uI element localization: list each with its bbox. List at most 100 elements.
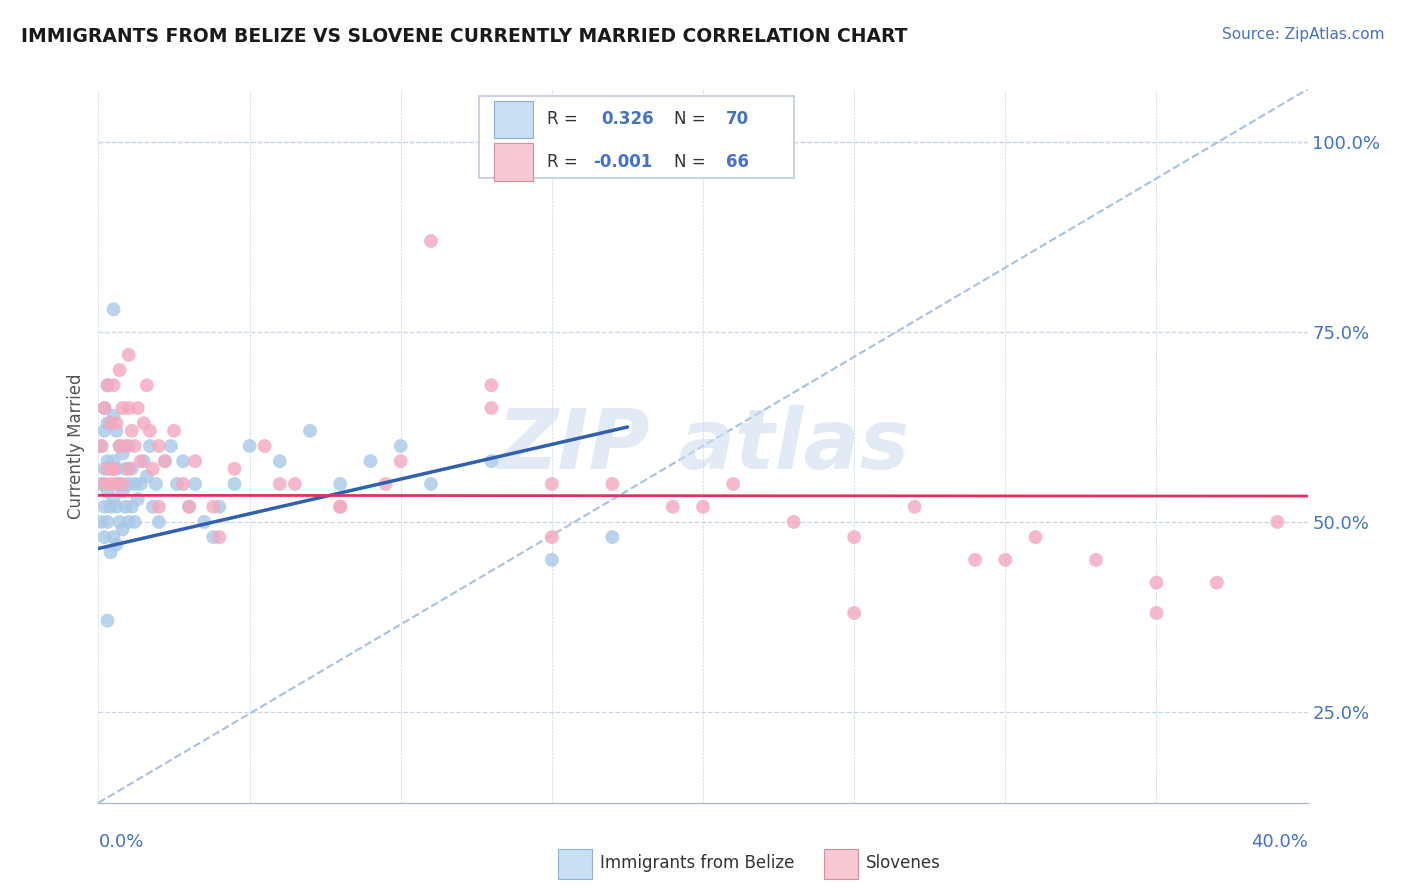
FancyBboxPatch shape bbox=[824, 849, 858, 880]
Point bbox=[844, 606, 866, 620]
Point bbox=[783, 515, 806, 529]
Point bbox=[118, 462, 141, 476]
Text: R =: R = bbox=[547, 111, 583, 128]
Point bbox=[127, 401, 149, 415]
Point bbox=[148, 500, 170, 514]
Point bbox=[1024, 530, 1046, 544]
Point bbox=[172, 454, 194, 468]
Point bbox=[118, 515, 141, 529]
Text: 0.326: 0.326 bbox=[602, 111, 654, 128]
Text: R =: R = bbox=[547, 153, 583, 171]
Point bbox=[90, 477, 112, 491]
Point bbox=[374, 477, 396, 491]
Point bbox=[100, 416, 122, 430]
Point bbox=[90, 515, 112, 529]
Point bbox=[481, 378, 503, 392]
Point bbox=[100, 477, 122, 491]
Point bbox=[163, 424, 186, 438]
Point bbox=[129, 454, 152, 468]
Point bbox=[692, 500, 714, 514]
Point bbox=[148, 515, 170, 529]
Point bbox=[114, 439, 136, 453]
Point bbox=[389, 439, 412, 453]
Point bbox=[184, 454, 207, 468]
Point bbox=[184, 477, 207, 491]
Point bbox=[121, 500, 143, 514]
Point bbox=[139, 424, 162, 438]
Point bbox=[111, 523, 134, 537]
Point bbox=[103, 530, 125, 544]
Point bbox=[111, 401, 134, 415]
Point bbox=[179, 500, 201, 514]
Point bbox=[121, 462, 143, 476]
Point bbox=[202, 500, 225, 514]
Point bbox=[100, 545, 122, 559]
Point bbox=[96, 515, 118, 529]
Point bbox=[90, 439, 112, 453]
Point bbox=[135, 378, 157, 392]
Point bbox=[166, 477, 188, 491]
Point bbox=[96, 416, 118, 430]
Point bbox=[329, 500, 352, 514]
Point bbox=[103, 454, 125, 468]
Point bbox=[105, 477, 128, 491]
Point bbox=[253, 439, 276, 453]
Point bbox=[142, 500, 165, 514]
Point bbox=[389, 454, 412, 468]
Text: Slovenes: Slovenes bbox=[866, 855, 941, 872]
Point bbox=[540, 477, 562, 491]
Point bbox=[124, 477, 146, 491]
Point bbox=[118, 348, 141, 362]
Point bbox=[114, 500, 136, 514]
Point bbox=[420, 234, 443, 248]
Point bbox=[103, 492, 125, 507]
Point bbox=[103, 378, 125, 392]
Point bbox=[224, 462, 246, 476]
Point bbox=[1144, 575, 1167, 590]
Point bbox=[93, 424, 115, 438]
Point bbox=[481, 454, 503, 468]
Point bbox=[202, 530, 225, 544]
Point bbox=[360, 454, 382, 468]
Point bbox=[108, 439, 131, 453]
Point bbox=[108, 515, 131, 529]
Point bbox=[108, 363, 131, 377]
Point bbox=[145, 477, 167, 491]
Point bbox=[100, 500, 122, 514]
Point bbox=[108, 477, 131, 491]
Point bbox=[124, 439, 146, 453]
Point bbox=[844, 530, 866, 544]
Text: 66: 66 bbox=[725, 153, 749, 171]
Point bbox=[420, 477, 443, 491]
Point bbox=[96, 614, 118, 628]
Point bbox=[124, 515, 146, 529]
Point bbox=[208, 530, 231, 544]
Point bbox=[105, 424, 128, 438]
Text: IMMIGRANTS FROM BELIZE VS SLOVENE CURRENTLY MARRIED CORRELATION CHART: IMMIGRANTS FROM BELIZE VS SLOVENE CURREN… bbox=[21, 27, 908, 45]
Point bbox=[96, 378, 118, 392]
Point bbox=[111, 447, 134, 461]
Point bbox=[299, 424, 322, 438]
Point bbox=[193, 515, 215, 529]
Point bbox=[132, 416, 155, 430]
Point bbox=[96, 378, 118, 392]
Point bbox=[723, 477, 745, 491]
Point bbox=[96, 484, 118, 499]
Y-axis label: Currently Married: Currently Married bbox=[67, 373, 86, 519]
Point bbox=[1144, 606, 1167, 620]
Point bbox=[93, 477, 115, 491]
Point bbox=[481, 401, 503, 415]
Text: 70: 70 bbox=[725, 111, 749, 128]
Point bbox=[208, 500, 231, 514]
Point bbox=[103, 409, 125, 423]
Point bbox=[103, 302, 125, 317]
Point bbox=[121, 424, 143, 438]
Point bbox=[540, 530, 562, 544]
Point bbox=[602, 530, 624, 544]
FancyBboxPatch shape bbox=[494, 101, 533, 138]
Text: N =: N = bbox=[673, 153, 711, 171]
Point bbox=[1085, 553, 1108, 567]
Point bbox=[105, 462, 128, 476]
Point bbox=[108, 439, 131, 453]
Point bbox=[329, 477, 352, 491]
